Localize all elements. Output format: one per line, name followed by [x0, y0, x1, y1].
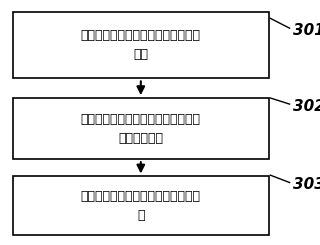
FancyBboxPatch shape — [13, 176, 269, 235]
Text: 根据通用模式初始化造影参数和成像
算法: 根据通用模式初始化造影参数和成像 算法 — [81, 29, 201, 61]
Text: 提示使用者从模式组中选择一个模式
作为优选模式: 提示使用者从模式组中选择一个模式 作为优选模式 — [81, 113, 201, 145]
FancyBboxPatch shape — [13, 12, 269, 78]
FancyBboxPatch shape — [13, 98, 269, 159]
Text: 根据优选模式配置造影参数和成像算
法: 根据优选模式配置造影参数和成像算 法 — [81, 190, 201, 222]
Text: 301: 301 — [293, 23, 320, 38]
Text: 302: 302 — [293, 99, 320, 114]
Text: 303: 303 — [293, 177, 320, 193]
